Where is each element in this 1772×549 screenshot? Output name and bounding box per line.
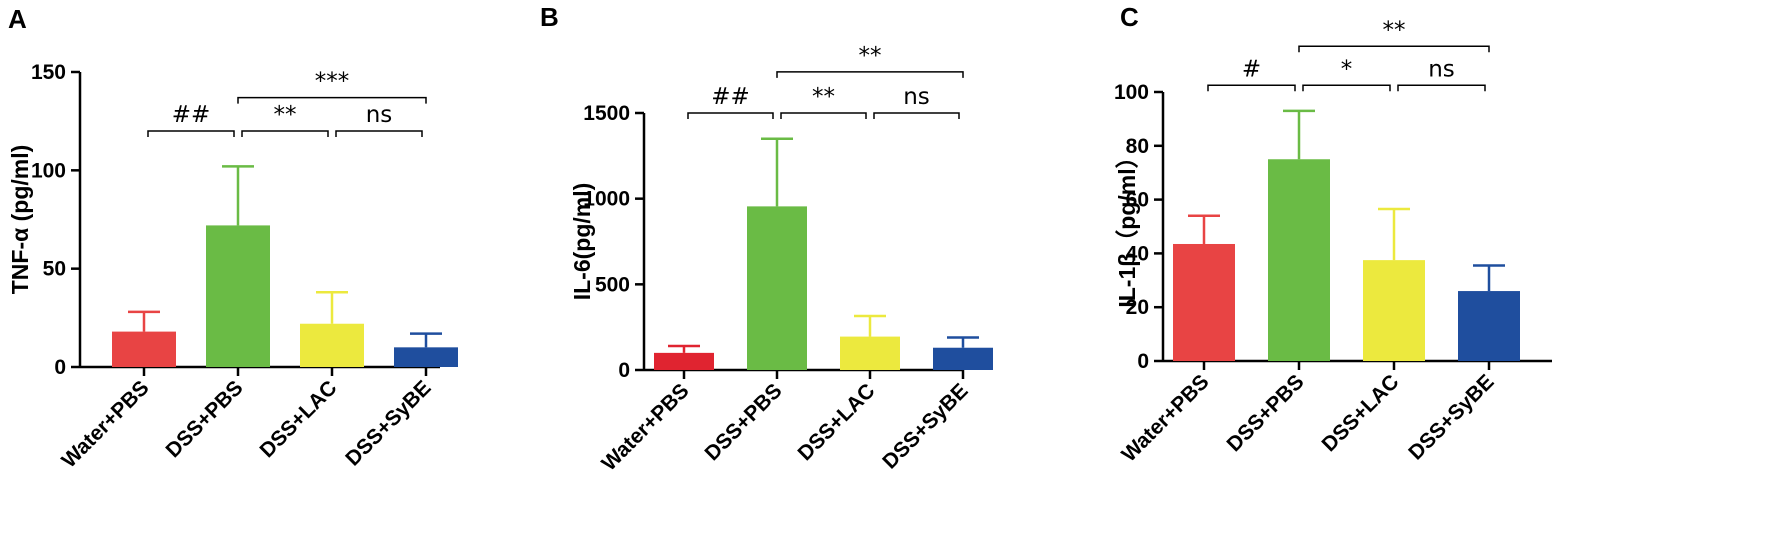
y-tick-label: 0 [54, 356, 66, 379]
x-tick-label: Water+PBS [1117, 370, 1213, 466]
significance-bracket [873, 112, 960, 119]
significance-label: ns [1428, 56, 1455, 82]
significance-label: # [1242, 56, 1261, 82]
y-tick-label: 1500 [583, 102, 630, 125]
y-tick-label: 20 [1126, 296, 1149, 319]
significance-label: ** [274, 102, 297, 128]
panel-letter: A [8, 4, 27, 34]
y-tick-label: 100 [31, 159, 66, 182]
significance-bracket [1302, 84, 1391, 92]
bar [394, 347, 458, 367]
significance-bracket [237, 96, 427, 104]
y-tick-label: 40 [1126, 242, 1149, 265]
significance-label: *** [315, 69, 350, 95]
significance-label: ** [859, 43, 882, 69]
chart-panel-c: C IL-1β（pg/ml） 0 20 40 60 80 100 Water+PBS DSS+PB… [1114, 2, 1552, 466]
x-tick-label: DSS+SyBE [341, 376, 435, 470]
y-tick-label: 150 [31, 61, 66, 84]
y-tick-label: 1000 [583, 188, 630, 211]
significance-bracket [780, 112, 867, 119]
significance-bracket [335, 130, 423, 137]
significance-bracket [147, 130, 235, 137]
x-tick-label: DSS+LAC [794, 379, 880, 465]
x-tick-label: DSS+SyBE [1404, 370, 1498, 464]
panel-letter: B [540, 2, 559, 32]
bar [1458, 291, 1520, 361]
y-axis-label: IL-6(pg/ml) [569, 183, 595, 301]
significance-bracket [1397, 84, 1486, 92]
bar [1363, 260, 1425, 361]
bar [206, 225, 270, 367]
y-tick-label: 500 [595, 273, 630, 296]
significance-bracket [241, 130, 329, 137]
x-tick-label: DSS+LAC [256, 376, 342, 462]
bar [840, 336, 900, 370]
significance-bracket [1298, 45, 1490, 53]
x-tick-label: DSS+PBS [162, 376, 248, 462]
significance-label: ** [1383, 17, 1406, 43]
bar [654, 352, 714, 370]
significance-bracket [687, 112, 774, 119]
y-tick-label: 50 [43, 258, 66, 281]
x-tick-label: DSS+LAC [1318, 370, 1404, 456]
significance-bracket [776, 71, 964, 78]
x-tick-label: DSS+SyBE [878, 379, 972, 473]
significance-label: ns [903, 84, 930, 110]
bar [112, 331, 176, 367]
y-axis-label: IL-1β（pg/ml） [1114, 145, 1140, 307]
bar [747, 206, 807, 370]
y-tick-label: 60 [1126, 189, 1149, 212]
significance-label: ## [172, 102, 211, 128]
bar [1268, 159, 1330, 361]
chart-panel-b: B IL-6(pg/ml) 0 500 1000 1500 Water+PBS DSS+PBS… [540, 2, 993, 475]
panel-letter: C [1120, 2, 1139, 32]
x-tick-label: Water+PBS [597, 379, 693, 475]
significance-bracket [1207, 84, 1296, 92]
bar [933, 347, 993, 370]
y-tick-label: 0 [1137, 350, 1149, 373]
significance-label: ** [812, 84, 835, 110]
significance-label: ## [711, 84, 750, 110]
significance-label: * [1341, 56, 1353, 82]
y-tick-label: 80 [1126, 135, 1149, 158]
y-axis-label: TNF-α (pg/ml) [7, 145, 33, 295]
bar [300, 323, 364, 367]
bar [1173, 243, 1235, 361]
x-tick-label: DSS+PBS [1223, 370, 1309, 456]
y-tick-label: 0 [618, 359, 630, 382]
significance-label: ns [366, 102, 393, 128]
x-tick-label: DSS+PBS [701, 379, 787, 465]
y-tick-label: 100 [1114, 81, 1149, 104]
x-tick-label: Water+PBS [57, 376, 153, 472]
